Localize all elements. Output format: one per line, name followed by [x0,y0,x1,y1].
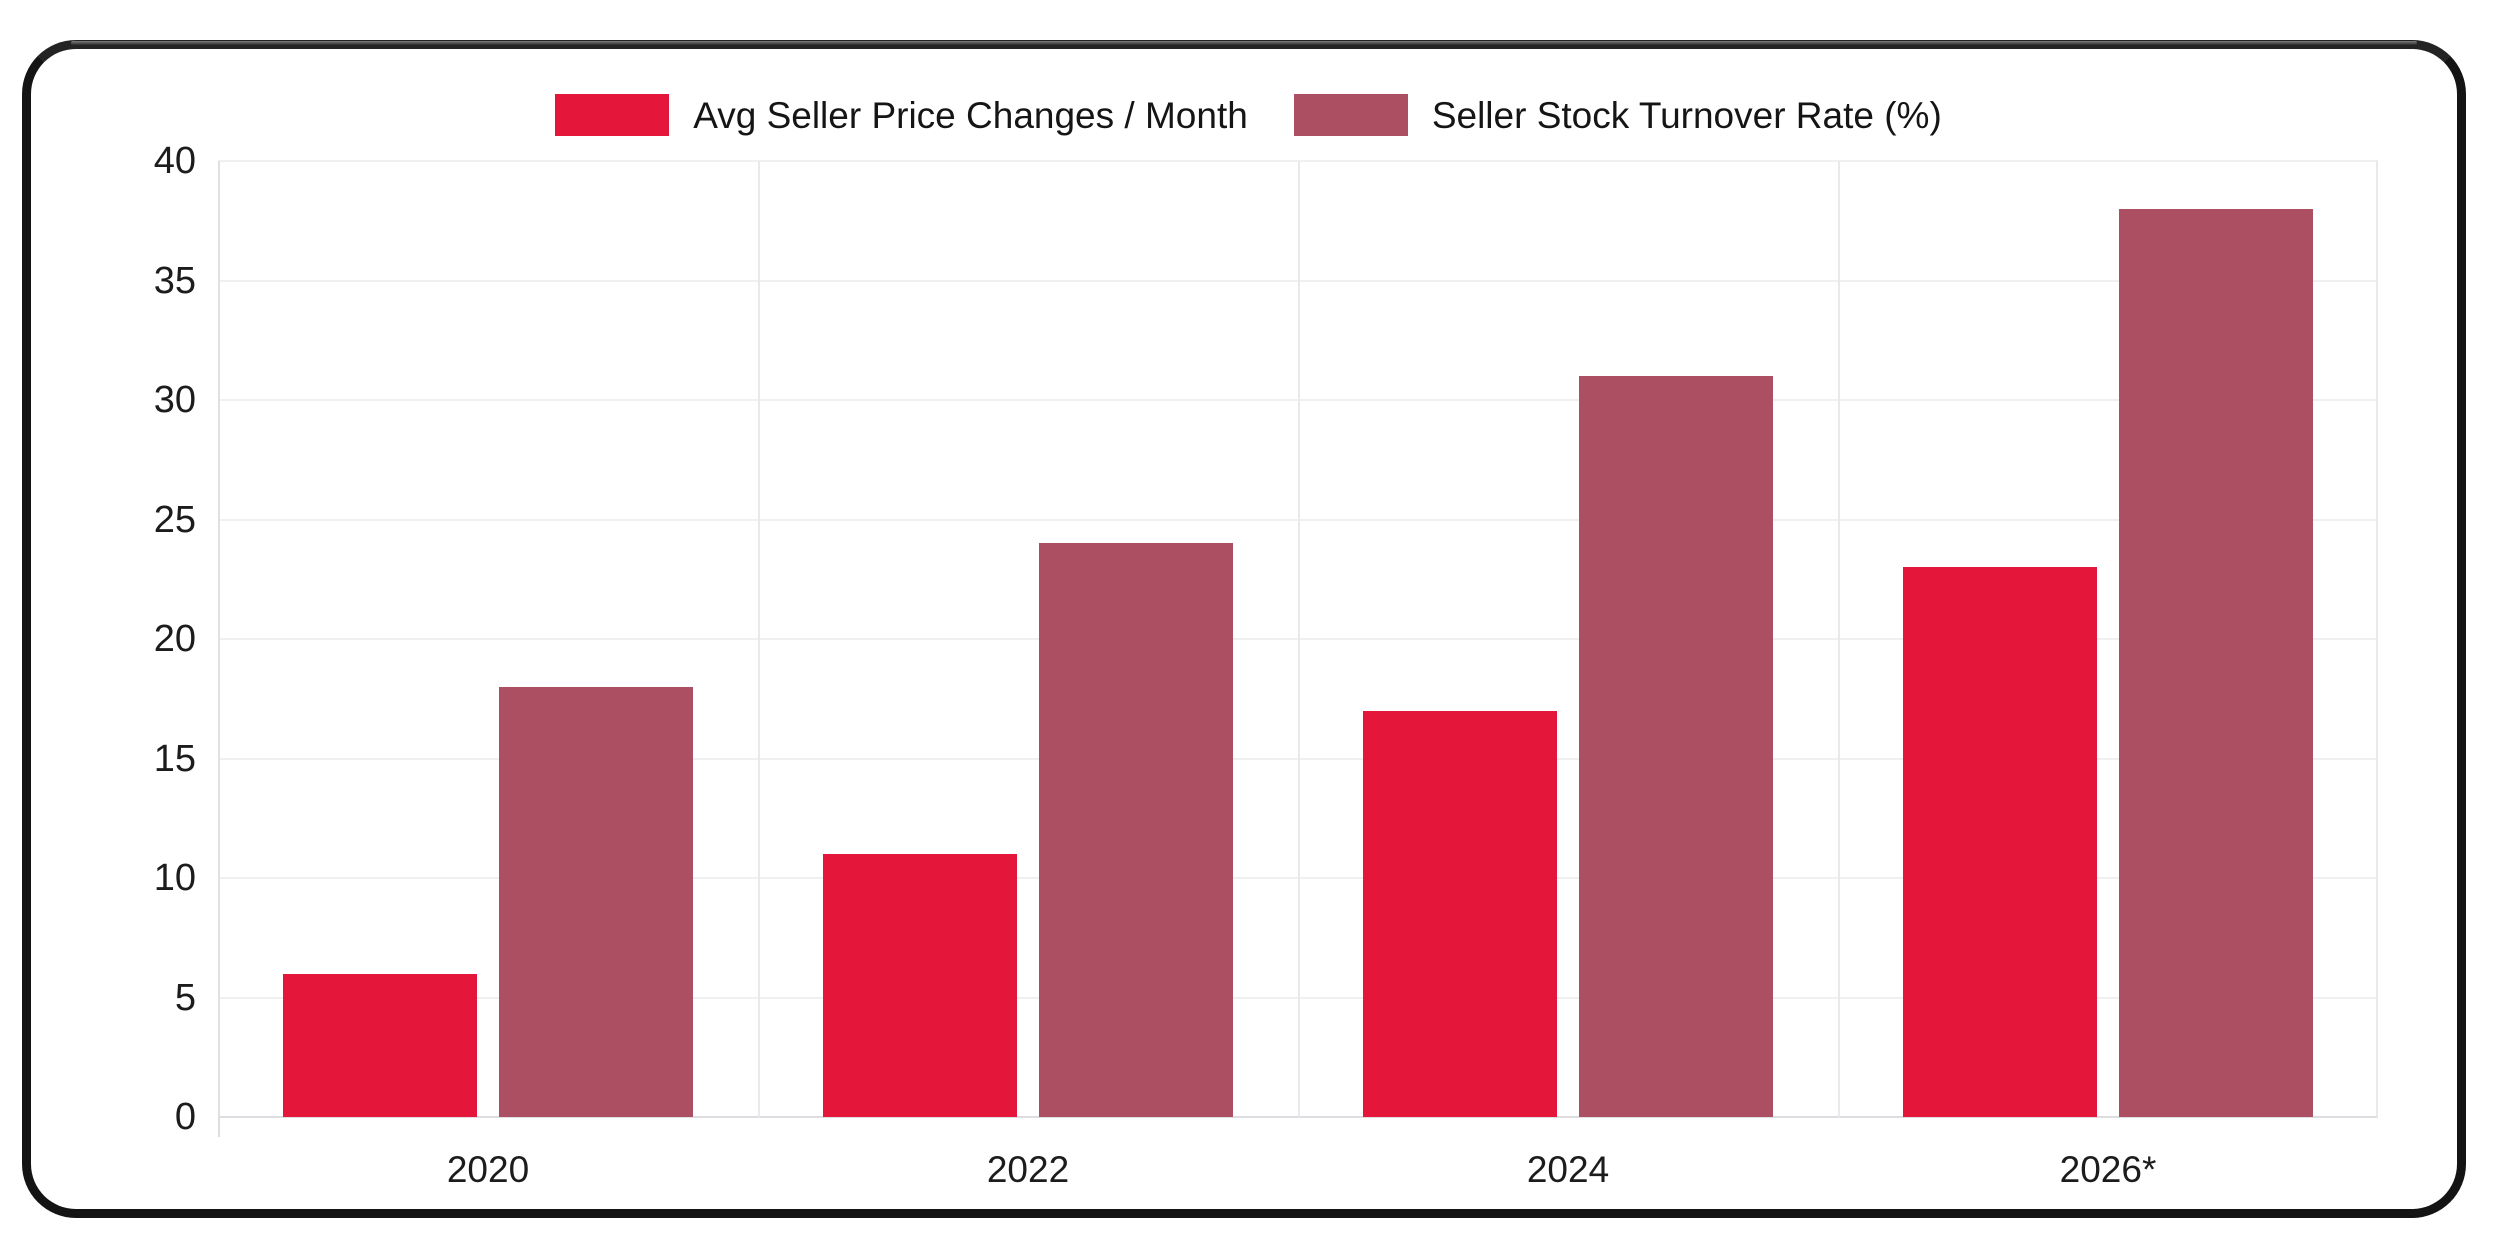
x-tick-label-2022: 2022 [986,1149,1070,1190]
legend-label-turnover-rate: Seller Stock Turnover Rate (%) [1431,94,1942,136]
bar-group-2026* [1838,161,2378,1117]
legend-swatch-red-icon [555,94,670,136]
y-tick-label-15: 15 [153,737,196,780]
bar-series0-2026*[interactable] [1903,567,2097,1117]
gridline-y-0 [218,1116,2378,1118]
y-tick-label-40: 40 [153,140,196,182]
y-tick-label-25: 25 [153,498,196,541]
plot-area [218,160,2378,1137]
y-tick-label-5: 5 [174,976,196,1019]
y-tick-label-30: 30 [153,379,196,421]
gridline-x-1 [758,161,760,1117]
x-tick-label-2024: 2024 [1526,1149,1610,1190]
legend-swatch-maroon-icon [1293,94,1408,136]
bar-series0-2024[interactable] [1363,710,1557,1117]
gridline-x-3 [1838,161,1840,1117]
gridline-x-4 [2376,161,2378,1117]
y-tick-label-0: 0 [174,1096,196,1138]
y-tick-label-10: 10 [153,857,196,899]
bar-group-2020 [218,161,758,1117]
x-tick-label-2020: 2020 [446,1149,530,1190]
x-axis-labels: 2020 2022 2024 2026* [218,1117,2378,1207]
gridline-x-2 [1298,161,1300,1117]
bar-series0-2020[interactable] [283,973,477,1117]
bar-series1-2022[interactable] [1039,543,1233,1117]
gridline-x-0 [218,161,220,1117]
y-axis-labels: 0 5 10 15 20 25 30 35 40 [0,140,196,1138]
frame-top-edge [71,41,2417,45]
bar-group-2022 [758,161,1298,1117]
x-axis-tick [218,1117,220,1137]
legend-item-turnover-rate[interactable]: Seller Stock Turnover Rate (%) [1293,94,1942,136]
bar-group-2024 [1298,161,1838,1117]
chart-legend: Avg Seller Price Changes / Month Seller … [0,94,2497,136]
x-tick-label-2026*: 2026* [2059,1149,2157,1190]
bar-series1-2024[interactable] [1579,376,1773,1117]
y-tick-label-20: 20 [153,618,196,660]
legend-label-price-changes: Avg Seller Price Changes / Month [693,94,1248,136]
y-tick-label-35: 35 [153,259,196,302]
legend-item-price-changes[interactable]: Avg Seller Price Changes / Month [555,94,1248,136]
bar-series1-2026*[interactable] [2119,208,2313,1117]
bar-series0-2022[interactable] [823,854,1017,1117]
bar-series1-2020[interactable] [499,686,693,1117]
